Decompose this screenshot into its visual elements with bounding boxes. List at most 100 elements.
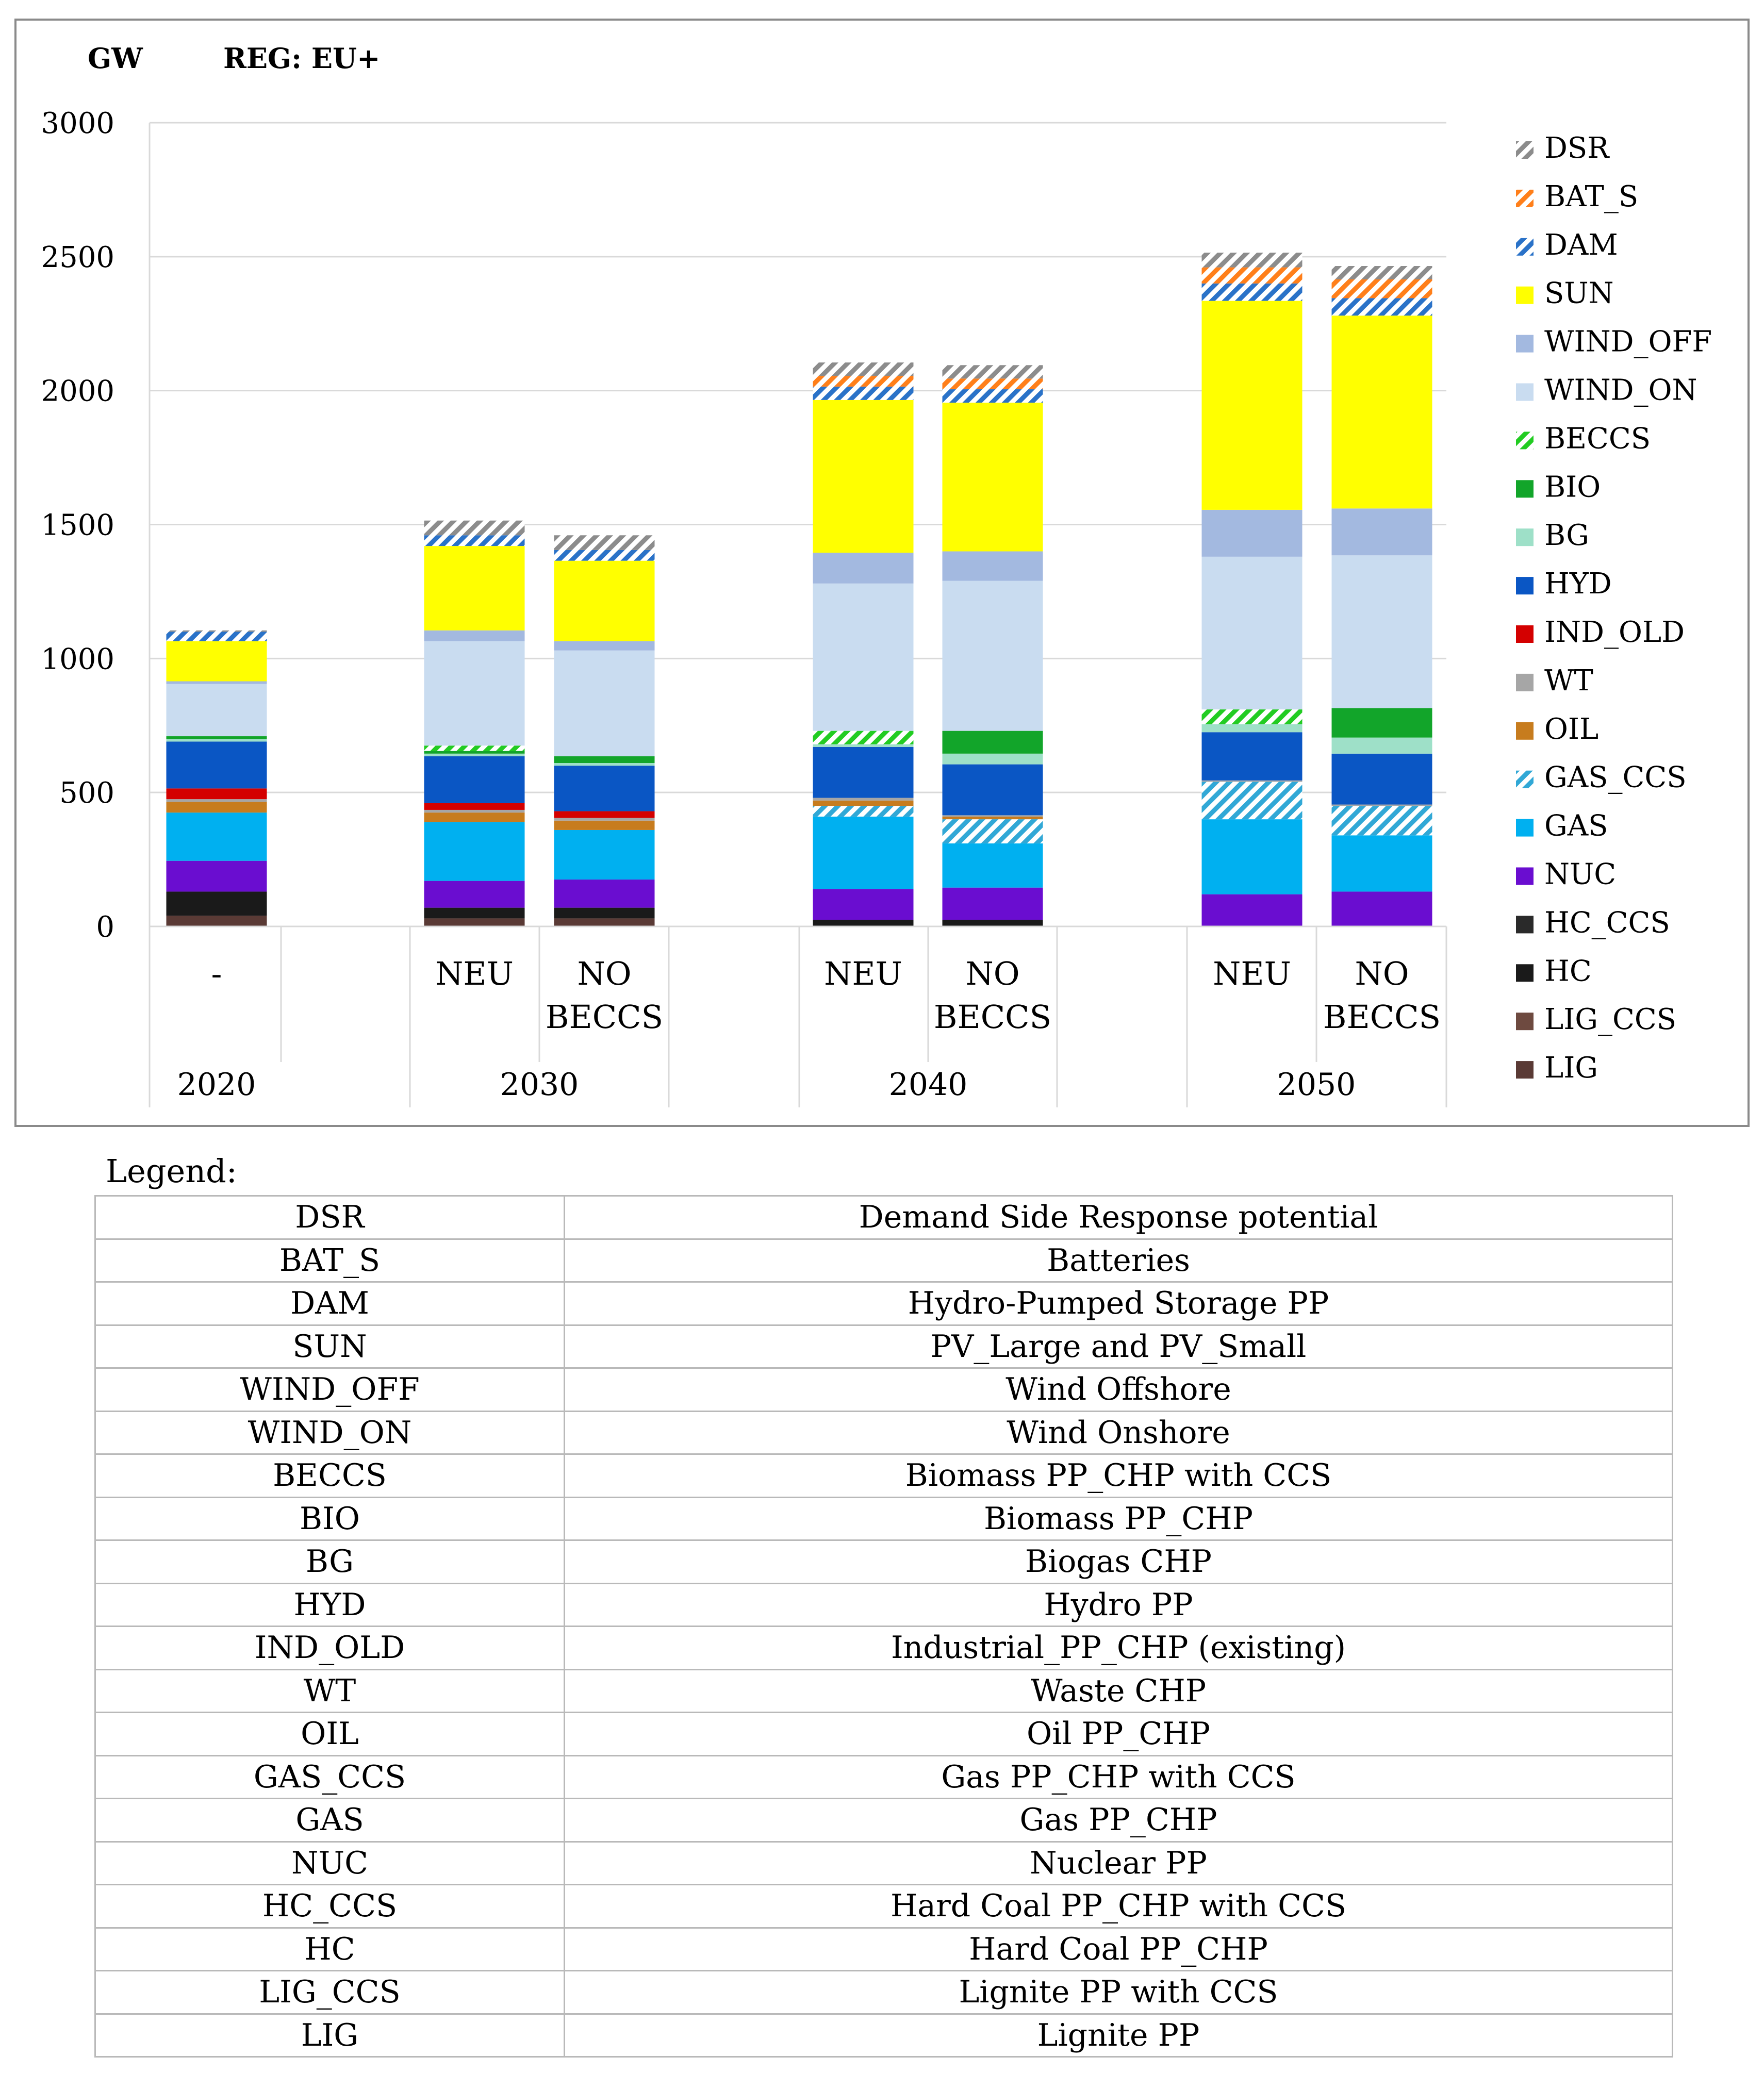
legend-label: GAS: [1544, 809, 1608, 843]
legend-code: BAT_S: [94, 1238, 565, 1283]
bar-segment: [942, 815, 1043, 817]
legend-swatch: [1516, 141, 1534, 159]
legend-table-row: WIND_ON Wind Onshore: [94, 1410, 1673, 1455]
legend-item: HC: [1516, 954, 1592, 988]
bar-segment: [424, 809, 525, 813]
legend-description: Wind Offshore: [564, 1367, 1673, 1412]
bar-segment: [942, 403, 1043, 552]
bar-segment: [813, 920, 914, 926]
legend-swatch: [1516, 577, 1534, 595]
legend-table-row: GAS Gas PP_CHP: [94, 1798, 1673, 1843]
y-axis-ticks: 0 500 1000 1500 2000 2500 3000: [41, 107, 114, 944]
bar-segment: [554, 880, 655, 908]
bar-segment: [424, 822, 525, 881]
legend-description: Oil PP_CHP: [564, 1712, 1673, 1756]
bar-segment: [813, 806, 914, 817]
legend-label: DAM: [1544, 228, 1618, 262]
legend-code: OIL: [94, 1712, 565, 1756]
legend-item: WIND_ON: [1516, 374, 1697, 407]
legend-item: GAS_CCS: [1516, 761, 1687, 794]
bar-stack: [942, 365, 1043, 926]
y-tick-label: 2500: [41, 241, 114, 274]
bar-segment: [1201, 724, 1303, 733]
legend-code: LIG: [94, 2013, 565, 2058]
legend-label: WIND_OFF: [1544, 325, 1712, 359]
legend-label: BECCS: [1544, 422, 1651, 455]
x-group-label: 2040: [889, 1067, 968, 1103]
legend-table-row: BECCS Biomass PP_CHP with CCS: [94, 1453, 1673, 1498]
legend-label: HYD: [1544, 567, 1612, 601]
legend-description: Nuclear PP: [564, 1840, 1673, 1885]
bars: [166, 253, 1432, 926]
bar-segment: [942, 731, 1043, 754]
legend-description: Demand Side Response potential: [564, 1195, 1673, 1240]
bar-segment: [1331, 298, 1432, 316]
bar-segment: [1201, 709, 1303, 724]
bar-segment: [942, 764, 1043, 816]
bar-segment: [554, 535, 655, 550]
bar-segment: [166, 739, 267, 742]
legend-code: GAS_CCS: [94, 1754, 565, 1799]
bar-segment: [166, 641, 267, 682]
bar-segment: [1331, 708, 1432, 738]
legend-code: IND_OLD: [94, 1626, 565, 1670]
bar-segment: [1331, 316, 1432, 509]
legend-item: HYD: [1516, 567, 1612, 601]
bar-segment: [813, 747, 914, 798]
legend-swatch: [1516, 432, 1534, 450]
legend-table: DSR Demand Side Response potential BAT_S Ba…: [94, 1195, 1673, 2058]
x-group-label: 2050: [1277, 1067, 1356, 1103]
legend-table-row: SUN PV_Large and PV_Small: [94, 1324, 1673, 1369]
legend-swatch: [1516, 238, 1534, 256]
legend-code: BECCS: [94, 1453, 565, 1498]
legend-swatch: [1516, 722, 1534, 740]
legend-description: PV_Large and PV_Small: [564, 1324, 1673, 1369]
legend-label: LIG_CCS: [1544, 1003, 1676, 1036]
legend-item: NUC: [1516, 858, 1616, 891]
bar-segment: [1331, 737, 1432, 754]
x-bar-label: -: [211, 955, 222, 992]
bar-segment: [1201, 894, 1303, 926]
legend-description: Hydro PP: [564, 1582, 1673, 1627]
legend-table-row: OIL Oil PP_CHP: [94, 1712, 1673, 1756]
bar-segment: [813, 386, 914, 400]
legend-code: NUC: [94, 1840, 565, 1885]
stacked-bar-chart: GW REG: EU+ 0 500 1000 1500 2000 2500 3000 - NE…: [14, 19, 1750, 1127]
bar-segment: [1331, 555, 1432, 708]
bar-segment: [813, 798, 914, 801]
legend-item: LIG: [1516, 1051, 1598, 1085]
legend-description: Gas PP_CHP with CCS: [564, 1754, 1673, 1799]
bar-segment: [1201, 301, 1303, 510]
legend-code: HYD: [94, 1582, 565, 1627]
legend-swatch: [1516, 528, 1534, 546]
legend-label: GAS_CCS: [1544, 761, 1687, 794]
legend-table-row: WIND_OFF Wind Offshore: [94, 1367, 1673, 1412]
bar-segment: [942, 581, 1043, 731]
bar-segment: [942, 365, 1043, 379]
bar-segment: [1201, 267, 1303, 284]
bar-segment: [1331, 753, 1432, 805]
bar-segment: [554, 550, 655, 561]
legend-label: WT: [1544, 664, 1593, 698]
bar-segment: [424, 745, 525, 751]
bar-segment: [1331, 266, 1432, 280]
legend-item: IND_OLD: [1516, 616, 1685, 649]
bar-stack: [554, 535, 655, 926]
legend-description: Waste CHP: [564, 1668, 1673, 1713]
legend-table-row: BG Biogas CHP: [94, 1539, 1673, 1584]
legend-code: HC_CCS: [94, 1884, 565, 1929]
bar-segment: [813, 731, 914, 744]
bar-segment: [813, 376, 914, 387]
chart-legend: DSR BAT_S DAM SUN WIND_OFF WIND_ON BECCS BIO BG H…: [1516, 131, 1712, 1085]
legend-table-row: BIO Biomass PP_CHP: [94, 1496, 1673, 1541]
legend-item: BIO: [1516, 470, 1601, 504]
legend-swatch: [1516, 1013, 1534, 1031]
legend-code: SUN: [94, 1324, 565, 1369]
bar-segment: [166, 741, 267, 789]
legend-table-row: HC Hard Coal PP_CHP: [94, 1927, 1673, 1971]
legend-caption: Legend:: [106, 1152, 237, 1190]
x-bar-label: NEU: [435, 955, 514, 992]
bar-segment: [813, 889, 914, 920]
legend-swatch: [1516, 673, 1534, 691]
bar-segment: [1331, 835, 1432, 892]
